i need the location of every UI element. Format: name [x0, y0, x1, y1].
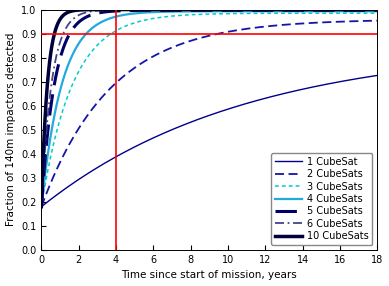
2 CubeSats [303, 21, 308, 25]
6 CubeSats [365, 8, 370, 11]
5 CubeSats [375, 9, 380, 12]
6 CubeSats [39, 205, 44, 208]
6 CubeSats [375, 8, 380, 11]
Y-axis label: Fraction of 140m impactors detected: Fraction of 140m impactors detected [5, 33, 16, 227]
4 CubeSats [303, 9, 308, 13]
1 CubeSat [193, 118, 198, 122]
4 CubeSats [39, 205, 44, 208]
3 CubeSats [365, 11, 370, 15]
4 CubeSats [56, 95, 61, 98]
5 CubeSats [303, 9, 308, 12]
Line: 5 CubeSats: 5 CubeSats [41, 10, 377, 207]
5 CubeSats [202, 9, 207, 12]
10 CubeSats [56, 20, 61, 24]
6 CubeSats [193, 8, 198, 11]
1 CubeSat [375, 74, 380, 77]
1 CubeSat [39, 205, 44, 208]
5 CubeSats [39, 205, 44, 208]
10 CubeSats [375, 8, 380, 11]
2 CubeSats [56, 164, 61, 167]
3 CubeSats [193, 13, 198, 16]
1 CubeSat [365, 75, 370, 79]
Line: 4 CubeSats: 4 CubeSats [41, 11, 377, 207]
Line: 10 CubeSats: 10 CubeSats [41, 9, 377, 207]
2 CubeSats [193, 37, 198, 41]
2 CubeSats [365, 19, 370, 23]
10 CubeSats [365, 8, 370, 11]
2 CubeSats [365, 19, 370, 23]
3 CubeSats [365, 11, 370, 15]
Line: 1 CubeSat: 1 CubeSat [41, 76, 377, 207]
4 CubeSats [193, 10, 198, 13]
2 CubeSats [375, 19, 380, 22]
2 CubeSats [202, 35, 207, 39]
1 CubeSat [202, 115, 207, 119]
4 CubeSats [365, 9, 370, 13]
1 CubeSat [303, 87, 308, 90]
2 CubeSats [39, 205, 44, 208]
5 CubeSats [56, 63, 61, 66]
3 CubeSats [56, 123, 61, 126]
4 CubeSats [365, 9, 370, 13]
5 CubeSats [193, 9, 198, 12]
3 CubeSats [375, 11, 380, 15]
4 CubeSats [375, 9, 380, 13]
3 CubeSats [303, 11, 308, 15]
Line: 6 CubeSats: 6 CubeSats [41, 10, 377, 207]
3 CubeSats [202, 13, 207, 16]
X-axis label: Time since start of mission, years: Time since start of mission, years [121, 271, 297, 281]
4 CubeSats [202, 10, 207, 13]
1 CubeSat [56, 192, 61, 195]
6 CubeSats [202, 8, 207, 11]
5 CubeSats [365, 9, 370, 12]
1 CubeSat [365, 75, 370, 79]
Legend: 1 CubeSat, 2 CubeSats, 3 CubeSats, 4 CubeSats, 5 CubeSats, 6 CubeSats, 10 CubeSa: 1 CubeSat, 2 CubeSats, 3 CubeSats, 4 Cub… [271, 153, 372, 245]
10 CubeSats [39, 205, 44, 208]
Line: 2 CubeSats: 2 CubeSats [41, 21, 377, 207]
10 CubeSats [365, 8, 370, 11]
10 CubeSats [265, 8, 270, 11]
Line: 3 CubeSats: 3 CubeSats [41, 13, 377, 207]
5 CubeSats [365, 9, 370, 12]
10 CubeSats [304, 8, 308, 11]
3 CubeSats [39, 205, 44, 208]
10 CubeSats [193, 8, 198, 11]
10 CubeSats [202, 8, 207, 11]
6 CubeSats [56, 46, 61, 49]
6 CubeSats [303, 8, 308, 11]
6 CubeSats [365, 8, 370, 11]
